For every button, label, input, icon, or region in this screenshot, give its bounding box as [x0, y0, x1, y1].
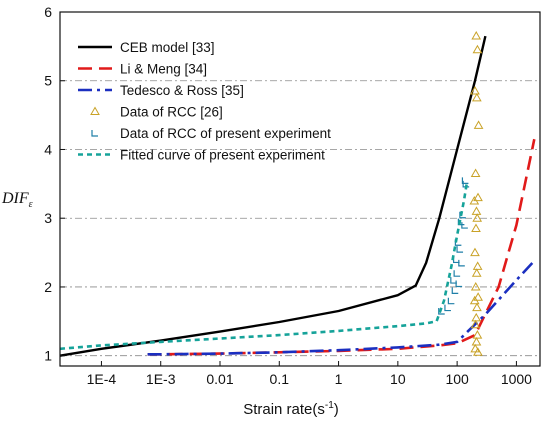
legend-label: Data of RCC of present experiment	[120, 126, 331, 141]
x-tick-label: 0.1	[270, 371, 290, 387]
triangle-marker	[471, 31, 482, 40]
bracket-marker	[447, 297, 455, 305]
x-axis-title-text: Strain rate(s	[243, 401, 325, 418]
x-tick-label: 10	[390, 371, 406, 387]
triangle-marker	[473, 292, 483, 301]
triangle-marker	[471, 206, 482, 215]
triangle-marker	[471, 336, 482, 346]
y-tick-label: 6	[44, 4, 52, 20]
bracket-marker	[91, 130, 98, 137]
y-axis-title-subscript: ε	[29, 199, 33, 210]
series-line	[147, 259, 536, 356]
triangle-marker	[470, 343, 481, 353]
axis-ticks: 1E-4 1E-3 0.01 0.1 1 10 100 1000 1 2 3 4 5 6	[44, 4, 532, 387]
bracket-marker	[455, 280, 463, 288]
x-tick-label: 0.01	[206, 371, 233, 387]
y-axis-title: DIFε	[1, 190, 33, 210]
legend-label: Data of RCC [26]	[120, 105, 223, 120]
y-tick-label: 4	[44, 141, 52, 157]
legend-label: Li & Meng [34]	[120, 62, 207, 77]
legend-item: Data of RCC [26]	[90, 105, 223, 120]
triangle-marker	[469, 295, 480, 305]
bracket-marker	[461, 222, 468, 229]
series-data-of-rcc-of-present-experiment	[438, 177, 470, 315]
legend-item: Fitted curve of present experiment	[78, 148, 325, 163]
triangle-marker	[470, 247, 480, 257]
legend-label: Tedesco & Ross [35]	[120, 83, 244, 98]
bracket-marker	[438, 308, 445, 315]
y-axis-title-text: DIF	[1, 190, 29, 207]
triangle-marker	[472, 261, 483, 270]
x-tick-label: 1000	[501, 371, 532, 387]
triangle-marker	[469, 196, 480, 205]
triangle-marker	[472, 44, 483, 54]
legend-label: CEB model [33]	[120, 40, 215, 55]
bracket-marker	[458, 259, 465, 267]
triangle-marker	[470, 281, 481, 291]
legend: CEB model [33] Li & Meng [34] Tedesco & Ro…	[78, 40, 331, 163]
legend-item: Li & Meng [34]	[78, 62, 207, 77]
x-tick-label: 1E-4	[87, 371, 117, 387]
bracket-marker	[461, 177, 469, 185]
x-tick-label: 1E-3	[146, 371, 176, 387]
triangle-marker	[470, 86, 480, 95]
plot-frame	[59, 11, 541, 367]
triangle-marker	[472, 302, 482, 312]
chart-series	[59, 31, 536, 357]
x-axis-title-superscript: -1	[325, 400, 334, 411]
triangle-marker	[472, 330, 483, 339]
triangle-marker	[90, 106, 100, 115]
triangle-marker	[472, 213, 483, 222]
legend-item: Tedesco & Ross [35]	[78, 83, 244, 98]
bracket-marker	[451, 287, 459, 294]
y-tick-label: 3	[44, 210, 52, 226]
series-data-of-rcc-26	[469, 31, 484, 356]
triangle-marker	[471, 223, 481, 233]
bracket-marker	[456, 246, 464, 253]
legend-item: CEB model [33]	[78, 40, 215, 55]
triangle-marker	[473, 120, 484, 129]
y-tick-label: 2	[44, 279, 52, 295]
y-tick-label: 5	[44, 73, 52, 89]
bracket-marker	[459, 211, 466, 219]
series-tedesco-ross-35	[147, 259, 536, 356]
bracket-marker	[453, 270, 461, 277]
triangle-marker	[470, 319, 481, 329]
x-axis-title: Strain rate(s-1)	[243, 400, 339, 418]
bracket-marker	[450, 277, 457, 284]
triangle-marker	[473, 347, 483, 356]
triangle-marker	[471, 268, 482, 277]
bracket-marker	[444, 304, 451, 312]
triangle-marker	[471, 92, 482, 102]
x-axis-title-close: )	[334, 401, 339, 418]
y-tick-label: 1	[44, 348, 52, 364]
series-fitted-curve-of-present-experiment	[59, 183, 468, 351]
triangle-marker	[473, 192, 483, 202]
series-line	[59, 183, 468, 351]
legend-label: Fitted curve of present experiment	[120, 148, 325, 163]
legend-item: Data of RCC of present experiment	[91, 126, 331, 141]
triangle-marker	[470, 168, 481, 178]
triangle-marker	[471, 312, 482, 322]
x-tick-label: 1	[335, 371, 343, 387]
x-tick-label: 100	[445, 371, 469, 387]
